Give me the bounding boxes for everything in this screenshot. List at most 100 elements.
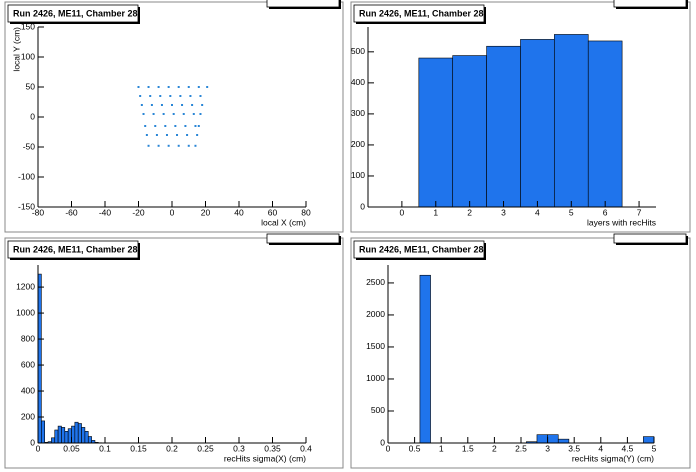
x-tick-label: -20 [132, 207, 145, 217]
title-box [7, 4, 139, 23]
y-tick-label: 0 [360, 201, 365, 211]
x-tick-label: 0.35 [264, 443, 281, 453]
x-tick-label: 3.5 [568, 443, 580, 453]
point [164, 125, 167, 127]
y-tick-label: 800 [21, 333, 35, 343]
y-tick-label: -150 [18, 201, 35, 211]
pad-border [350, 237, 691, 469]
x-tick-label: 0 [386, 443, 391, 453]
bar [643, 436, 655, 444]
point [192, 113, 195, 115]
x-tick-label: 0.5 [409, 443, 421, 453]
point [139, 95, 142, 97]
pad: 0 0.5 1 1.5 2 2.5 3 3.5 4 4.5 5 0 500 1000 1500 2000 250… [350, 233, 691, 469]
x-tick-label: -40 [99, 207, 112, 217]
bar [74, 421, 79, 444]
bar [587, 40, 623, 208]
point [157, 86, 160, 88]
point [186, 134, 189, 136]
pad: 0 1 2 3 4 5 6 7 0 100 200 300 400 500 layers with recH… [350, 0, 691, 233]
stats-box [613, 0, 687, 8]
x-tick-label: 5 [652, 443, 657, 453]
chart-title: Run 2426, ME11, Chamber 28 [13, 244, 138, 254]
x-tick-label: 80 [301, 207, 311, 217]
bar [547, 434, 559, 444]
bar [81, 427, 86, 444]
y-tick-label: 0 [30, 111, 35, 121]
bar [77, 423, 82, 444]
chart-title: Run 2426, ME11, Chamber 28 [359, 8, 484, 18]
point [137, 86, 140, 88]
point [187, 86, 190, 88]
x-tick-label: 2 [492, 443, 497, 453]
point [197, 125, 200, 127]
point [194, 144, 197, 147]
y-tick-label: 200 [351, 139, 365, 149]
x-tick-label: 0 [400, 207, 405, 217]
point [159, 95, 162, 97]
stats-box [266, 233, 340, 244]
chart-title: Run 2426, ME11, Chamber 28 [13, 8, 138, 18]
title-box [7, 240, 139, 259]
x-tick-label: 1.5 [462, 443, 474, 453]
x-tick-label: 40 [234, 207, 244, 217]
point [144, 125, 147, 127]
point [196, 134, 199, 136]
x-tick-label: 1 [439, 443, 444, 453]
x-axis-label: recHits sigma(X) (cm) [224, 453, 306, 463]
x-tick-label: 4 [598, 443, 603, 453]
y-tick-label: 1500 [366, 341, 385, 351]
bar [54, 429, 59, 444]
y-tick-label: 50 [26, 81, 36, 91]
bar [71, 425, 76, 444]
stats-box [613, 233, 687, 244]
title-box [353, 4, 485, 23]
point [171, 104, 173, 106]
bar [486, 45, 521, 208]
point [174, 125, 177, 127]
point [167, 144, 170, 147]
x-tick-label: 4 [535, 207, 540, 217]
point [149, 95, 152, 97]
bar [520, 39, 555, 208]
point [147, 86, 150, 88]
x-tick-label: 0.2 [166, 443, 178, 453]
chart-title: Run 2426, ME11, Chamber 28 [359, 244, 484, 254]
y-tick-label: 1000 [366, 373, 385, 383]
x-tick-label: 0.25 [197, 443, 214, 453]
y-tick-label: 1000 [16, 307, 35, 317]
bar [67, 428, 72, 444]
title-box [353, 240, 485, 259]
x-tick-label: 0 [36, 443, 41, 453]
point [181, 104, 184, 106]
x-tick-label: 20 [201, 207, 211, 217]
y-tick-label: 400 [21, 385, 35, 395]
point [172, 113, 175, 115]
point [152, 113, 155, 115]
point [199, 113, 202, 115]
bar [61, 427, 66, 444]
bar [557, 438, 570, 444]
point [194, 125, 197, 127]
y-tick-label: 200 [21, 411, 35, 421]
y-axis-label: local Y (cm) [11, 27, 21, 72]
x-tick-label: 0.05 [63, 443, 80, 453]
x-tick-label: 5 [569, 207, 574, 217]
y-tick-label: 0 [380, 437, 385, 447]
point [182, 113, 185, 115]
y-tick-label: 100 [21, 51, 35, 61]
point [197, 86, 200, 88]
point [184, 125, 187, 127]
y-tick-label: 400 [351, 77, 365, 87]
point [176, 134, 179, 136]
point [157, 144, 160, 147]
x-tick-label: 1 [433, 207, 438, 217]
x-tick-label: -80 [32, 207, 45, 217]
x-tick-label: 0 [170, 207, 175, 217]
bar [84, 431, 89, 444]
point [160, 104, 163, 106]
y-tick-label: -50 [23, 141, 36, 151]
stats-box [266, 0, 340, 8]
point [167, 86, 170, 88]
